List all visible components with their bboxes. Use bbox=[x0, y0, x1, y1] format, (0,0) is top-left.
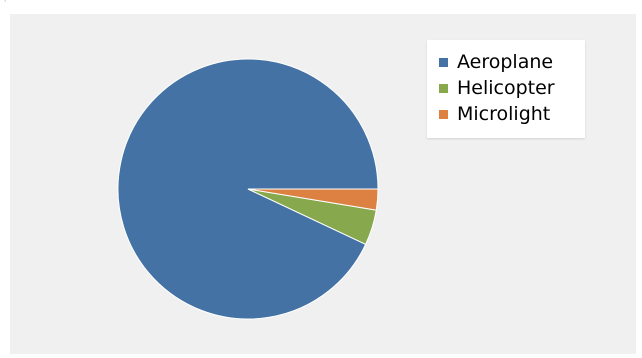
legend-label: Aeroplane bbox=[457, 51, 554, 73]
pie-slice-microlight bbox=[247, 188, 379, 211]
legend-label: Helicopter bbox=[457, 77, 555, 99]
legend-swatch bbox=[439, 57, 448, 67]
legend-item-microlight: Microlight bbox=[439, 101, 550, 127]
legend: Aeroplane Helicopter Microlight bbox=[427, 40, 585, 138]
corner-tick-mark: ' bbox=[4, 0, 7, 8]
legend-item-aeroplane: Aeroplane bbox=[439, 49, 553, 75]
legend-label: Microlight bbox=[457, 103, 551, 125]
legend-item-helicopter: Helicopter bbox=[439, 75, 555, 101]
legend-swatch bbox=[439, 109, 448, 119]
legend-swatch bbox=[439, 83, 448, 93]
